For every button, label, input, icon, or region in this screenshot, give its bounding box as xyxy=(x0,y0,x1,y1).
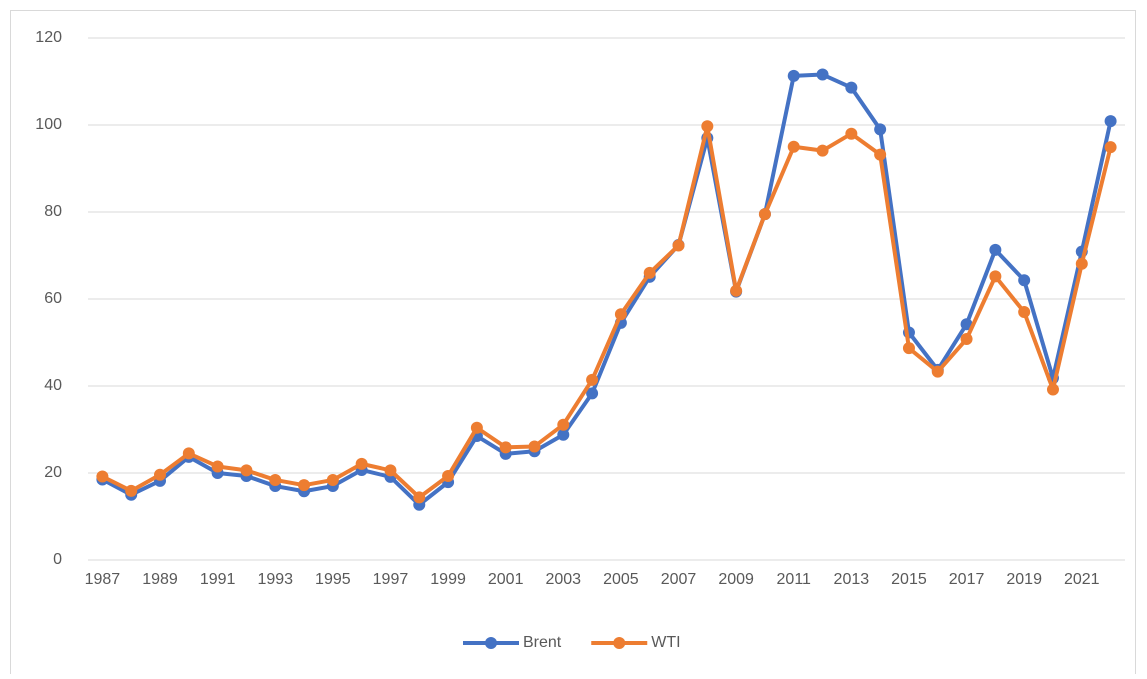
point xyxy=(154,468,167,481)
y-tick-label: 60 xyxy=(44,290,62,307)
x-tick-label: 2015 xyxy=(891,571,927,588)
point xyxy=(845,81,858,94)
point xyxy=(355,457,368,470)
point xyxy=(874,148,887,161)
point xyxy=(298,479,311,492)
point xyxy=(1104,141,1117,154)
point xyxy=(211,460,224,473)
point xyxy=(902,342,915,355)
point xyxy=(1018,274,1031,287)
point xyxy=(182,447,195,460)
point xyxy=(413,491,426,504)
point xyxy=(816,68,829,81)
point xyxy=(326,473,339,486)
point xyxy=(787,69,800,82)
chart-frame xyxy=(10,10,1136,679)
point xyxy=(960,318,973,331)
y-tick-label: 100 xyxy=(35,116,62,133)
point xyxy=(528,440,541,453)
y-tick-label: 20 xyxy=(44,464,62,481)
point xyxy=(874,123,887,136)
x-tick-label: 1993 xyxy=(257,571,293,588)
y-tick-label: 120 xyxy=(35,29,62,46)
legend-marker xyxy=(485,637,497,649)
point xyxy=(643,266,656,279)
x-tick-label: 2013 xyxy=(834,571,870,588)
legend-label: WTI xyxy=(651,634,680,651)
x-tick-label: 1997 xyxy=(373,571,409,588)
x-tick-label: 1989 xyxy=(142,571,178,588)
y-tick-label: 80 xyxy=(44,203,62,220)
point xyxy=(586,387,599,400)
point xyxy=(557,418,570,431)
point xyxy=(758,208,771,221)
legend-label: Brent xyxy=(523,634,562,651)
x-tick-label: 2009 xyxy=(718,571,754,588)
point xyxy=(1075,257,1088,270)
point xyxy=(787,140,800,153)
point xyxy=(1018,306,1031,319)
point xyxy=(499,441,512,454)
point xyxy=(470,421,483,434)
point xyxy=(816,144,829,157)
point xyxy=(384,464,397,477)
point xyxy=(989,243,1002,256)
point xyxy=(125,484,138,497)
x-tick-label: 1987 xyxy=(85,571,121,588)
x-tick-label: 2019 xyxy=(1006,571,1042,588)
y-tick-label: 0 xyxy=(53,551,62,568)
x-tick-label: 1999 xyxy=(430,571,466,588)
point xyxy=(845,127,858,140)
point xyxy=(1104,115,1117,128)
x-tick-label: 2017 xyxy=(949,571,985,588)
x-tick-label: 1995 xyxy=(315,571,351,588)
point xyxy=(614,308,627,321)
point xyxy=(960,333,973,346)
point xyxy=(931,365,944,378)
point xyxy=(730,284,743,297)
x-tick-label: 2011 xyxy=(777,571,812,588)
y-tick-label: 40 xyxy=(44,377,62,394)
x-tick-label: 2005 xyxy=(603,571,639,588)
point xyxy=(557,428,570,441)
x-tick-label: 2003 xyxy=(545,571,581,588)
point xyxy=(269,473,282,486)
x-tick-label: 1991 xyxy=(200,571,236,588)
point xyxy=(586,373,599,386)
legend-marker xyxy=(613,637,626,649)
point xyxy=(96,470,109,483)
point xyxy=(442,470,455,483)
x-tick-label: 2001 xyxy=(488,571,524,588)
point xyxy=(1046,383,1059,396)
point xyxy=(672,239,685,252)
point xyxy=(989,270,1002,283)
point xyxy=(240,464,253,477)
x-tick-label: 2007 xyxy=(661,571,697,588)
x-tick-label: 2021 xyxy=(1064,571,1100,588)
point xyxy=(701,120,714,133)
